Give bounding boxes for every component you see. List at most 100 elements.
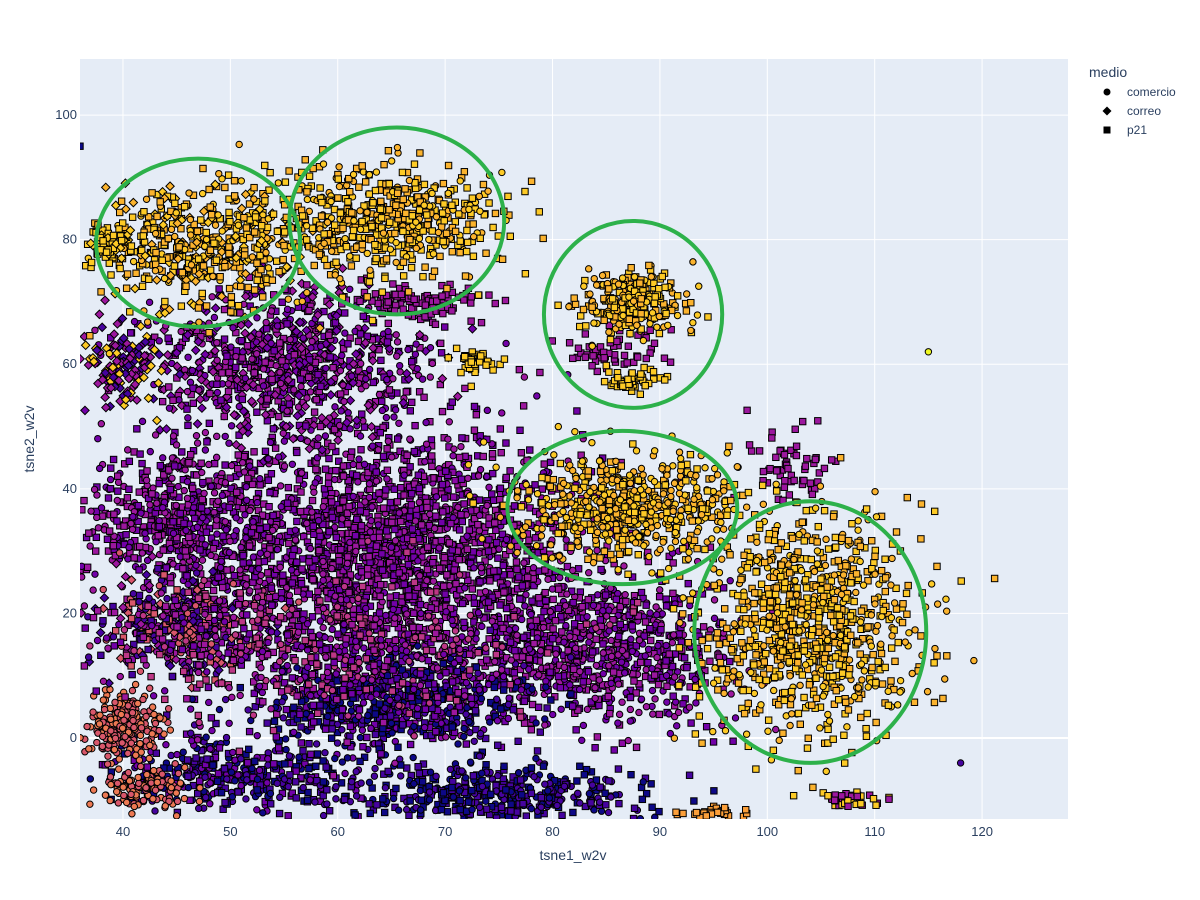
data-point [438,518,446,527]
data-point [510,669,519,677]
data-point [120,522,128,530]
data-point [488,490,496,498]
data-point [641,618,650,626]
data-point [683,663,691,672]
data-point [364,571,372,579]
data-point [218,491,227,500]
data-point [533,392,541,400]
data-point [405,592,413,600]
data-point [362,381,370,390]
data-point [461,584,469,592]
data-point [205,419,214,428]
data-point [349,460,358,469]
data-point [220,305,229,314]
data-point [648,686,657,695]
data-point [406,463,414,471]
data-point [492,539,501,547]
data-point [364,564,372,573]
data-point [269,425,278,433]
data-point [288,551,297,560]
data-point [80,506,86,514]
data-point [325,473,333,481]
data-point [571,644,580,652]
data-point [371,730,380,739]
data-point [261,358,269,366]
data-point [584,668,593,676]
data-point [253,314,261,322]
data-point [382,611,390,620]
data-point [411,517,420,525]
data-point [265,502,273,511]
data-point [569,566,577,575]
data-point [656,586,664,594]
data-point [339,472,348,480]
data-point [586,632,594,640]
data-point [437,536,446,545]
data-point [186,450,195,459]
data-point [257,571,265,579]
data-point [223,352,231,360]
data-point [383,375,391,384]
data-point [113,517,121,525]
data-point [94,434,102,443]
data-point [458,434,466,442]
data-point [297,488,305,496]
data-point [383,475,391,483]
data-point [549,634,557,643]
data-point [627,635,635,643]
data-point [337,407,345,415]
data-point [332,466,340,475]
data-point [549,595,557,604]
data-point [171,462,179,470]
data-point [444,435,452,443]
data-point [591,744,599,752]
data-point [335,457,343,465]
data-point [674,708,683,717]
data-point [208,293,216,301]
data-point [221,461,229,469]
data-point [232,352,240,361]
data-point [729,737,737,745]
data-point [259,382,268,390]
data-point [673,722,681,730]
data-point [441,323,449,331]
data-point [432,512,440,520]
data-point [275,412,283,421]
data-point [458,599,467,608]
data-point [402,388,410,396]
data-point [227,461,236,470]
data-point [455,526,464,534]
data-point [130,317,139,326]
data-point [642,665,650,674]
data-point [299,334,307,342]
data-point [210,459,219,468]
data-point [158,397,167,406]
data-point [382,527,391,535]
data-point [146,501,154,509]
data-point [663,698,671,706]
data-point [610,746,618,754]
data-point [266,438,275,447]
data-point [183,477,192,486]
data-point [343,559,352,568]
data-point [368,503,376,511]
data-point [303,394,311,402]
data-point [328,725,336,733]
data-point [578,736,586,745]
data-point [213,388,222,397]
data-point [215,705,224,714]
data-point [654,680,663,689]
data-point [201,428,210,437]
data-point [296,375,305,383]
data-point [563,590,571,598]
data-point [306,544,315,553]
data-point [726,657,734,666]
data-point [125,457,134,466]
data-point [470,599,479,607]
data-point [220,412,228,421]
data-point [384,437,393,445]
data-point [360,460,369,469]
data-point [80,562,86,571]
data-point [731,714,740,722]
data-point [583,613,591,621]
